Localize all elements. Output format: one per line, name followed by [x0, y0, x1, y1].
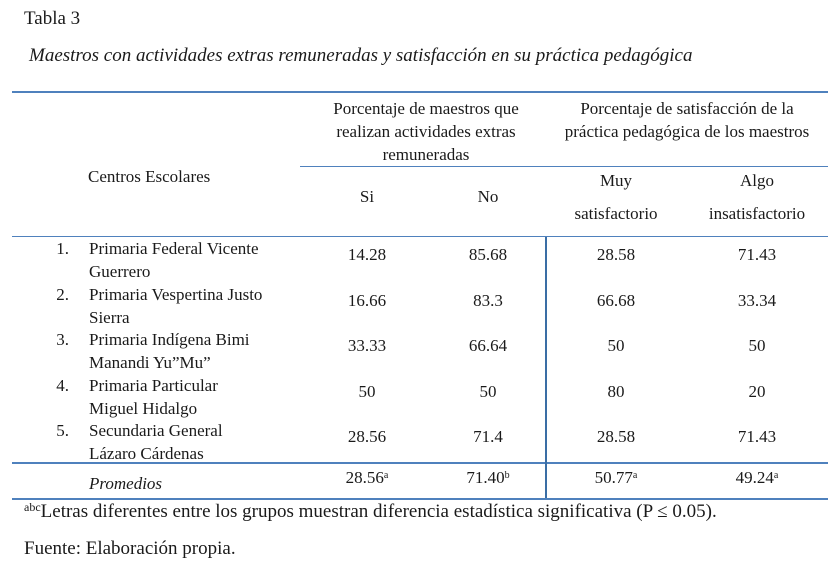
- cell-muy: 28.58: [596, 245, 636, 264]
- promedio-muy-value: 50.77: [594, 468, 633, 487]
- promedio-si-value: 28.56: [345, 468, 384, 487]
- promedio-muy: 50.77a: [566, 466, 666, 489]
- header-insatisfactorio: insatisfactorio: [708, 204, 806, 223]
- cell-algo: 20: [748, 382, 766, 401]
- cell-muy: 28.58: [596, 427, 636, 446]
- cell-si: 14.28: [347, 245, 387, 264]
- row-name-line2: Sierra: [89, 308, 130, 327]
- row-number: 1.: [56, 239, 69, 258]
- header-centros: Centros Escolares: [88, 167, 211, 186]
- row-name-line1: Primaria Particular: [89, 376, 218, 395]
- promedio-algo: 49.24a: [707, 466, 807, 489]
- promedio-si-sup: a: [383, 470, 389, 481]
- header-group-actividades: Porcentaje de maestros que realizan acti…: [333, 99, 519, 164]
- promedio-no-sup: b: [504, 470, 510, 481]
- cell-muy: 80: [607, 382, 625, 401]
- row-name-line2: Lázaro Cárdenas: [89, 444, 204, 463]
- header-no: No: [477, 187, 499, 206]
- row-number: 3.: [56, 330, 69, 349]
- cell-no: 50: [479, 382, 497, 401]
- promedios-top-rule: [12, 462, 828, 464]
- promedio-muy-sup: a: [632, 470, 638, 481]
- cell-si: 28.56: [347, 427, 387, 446]
- row-name-line2: Guerrero: [89, 262, 151, 281]
- row-name-line1: Primaria Indígena Bimi: [89, 330, 250, 349]
- bottom-rule: [12, 498, 828, 500]
- header-bottom-rule: [12, 236, 828, 237]
- top-rule: [12, 91, 828, 93]
- group-header-rule: [300, 166, 828, 167]
- row-number: 2.: [56, 285, 69, 304]
- cell-no: 85.68: [468, 245, 508, 264]
- cell-no: 66.64: [468, 336, 508, 355]
- cell-muy: 50: [607, 336, 625, 355]
- cell-algo: 71.43: [737, 245, 777, 264]
- promedio-algo-value: 49.24: [735, 468, 774, 487]
- row-name-line1: Primaria Federal Vicente: [89, 239, 259, 258]
- footnote-text: Letras diferentes entre los grupos muest…: [40, 501, 717, 522]
- cell-si: 50: [358, 382, 376, 401]
- cell-algo: 71.43: [737, 427, 777, 446]
- cell-algo: 33.34: [737, 291, 777, 310]
- row-number: 5.: [56, 421, 69, 440]
- cell-si: 33.33: [347, 336, 387, 355]
- header-satisfactorio: satisfactorio: [574, 204, 658, 223]
- header-si: Si: [359, 187, 375, 206]
- row-name-line2: Manandi Yu”Mu”: [89, 353, 211, 372]
- cell-muy: 66.68: [596, 291, 636, 310]
- header-group-satisfaccion: Porcentaje de satisfacción de la práctic…: [564, 99, 810, 141]
- row-name-line2: Miguel Hidalgo: [89, 399, 198, 418]
- row-name-line1: Secundaria General: [89, 421, 223, 440]
- cell-algo: 50: [748, 336, 766, 355]
- footnote: abcLetras diferentes entre los grupos mu…: [24, 500, 717, 523]
- cell-no: 71.4: [473, 427, 503, 446]
- cell-si: 16.66: [347, 291, 387, 310]
- row-number: 4.: [56, 376, 69, 395]
- promedio-no-value: 71.40: [466, 468, 505, 487]
- promedios-label: Promedios: [89, 474, 163, 493]
- promedio-no: 71.40b: [438, 466, 538, 489]
- promedio-algo-sup: a: [773, 470, 779, 481]
- column-divider: [545, 237, 547, 498]
- cell-no: 83.3: [473, 291, 503, 310]
- footnote-sup: abc: [24, 500, 41, 514]
- promedio-si: 28.56a: [317, 466, 417, 489]
- table-caption: Maestros con actividades extras remunera…: [29, 45, 693, 66]
- header-algo: Algo: [740, 171, 774, 190]
- source-note: Fuente: Elaboración propia.: [24, 538, 236, 559]
- table-label: Tabla 3: [24, 8, 81, 29]
- row-name-line1: Primaria Vespertina Justo: [89, 285, 263, 304]
- header-muy: Muy: [599, 171, 633, 190]
